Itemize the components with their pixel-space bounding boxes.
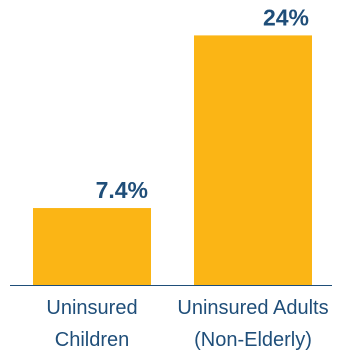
bar-0 xyxy=(33,208,151,285)
category-labels-group: Uninsured Children Uninsured Adults (Non-El… xyxy=(46,297,328,351)
category-label-1-line-1: (Non-Elderly) xyxy=(194,329,312,351)
category-label-0-line-1: Children xyxy=(55,329,129,351)
bar-value-label-0: 7.4% xyxy=(96,177,148,203)
category-label-1-line-0: Uninsured Adults xyxy=(177,297,328,319)
value-labels-group: 7.4% 24% xyxy=(96,4,309,203)
bar-value-label-1: 24% xyxy=(263,4,309,30)
bar-1 xyxy=(194,35,312,286)
category-label-0-line-0: Uninsured xyxy=(46,297,137,319)
bars-group xyxy=(33,35,312,286)
